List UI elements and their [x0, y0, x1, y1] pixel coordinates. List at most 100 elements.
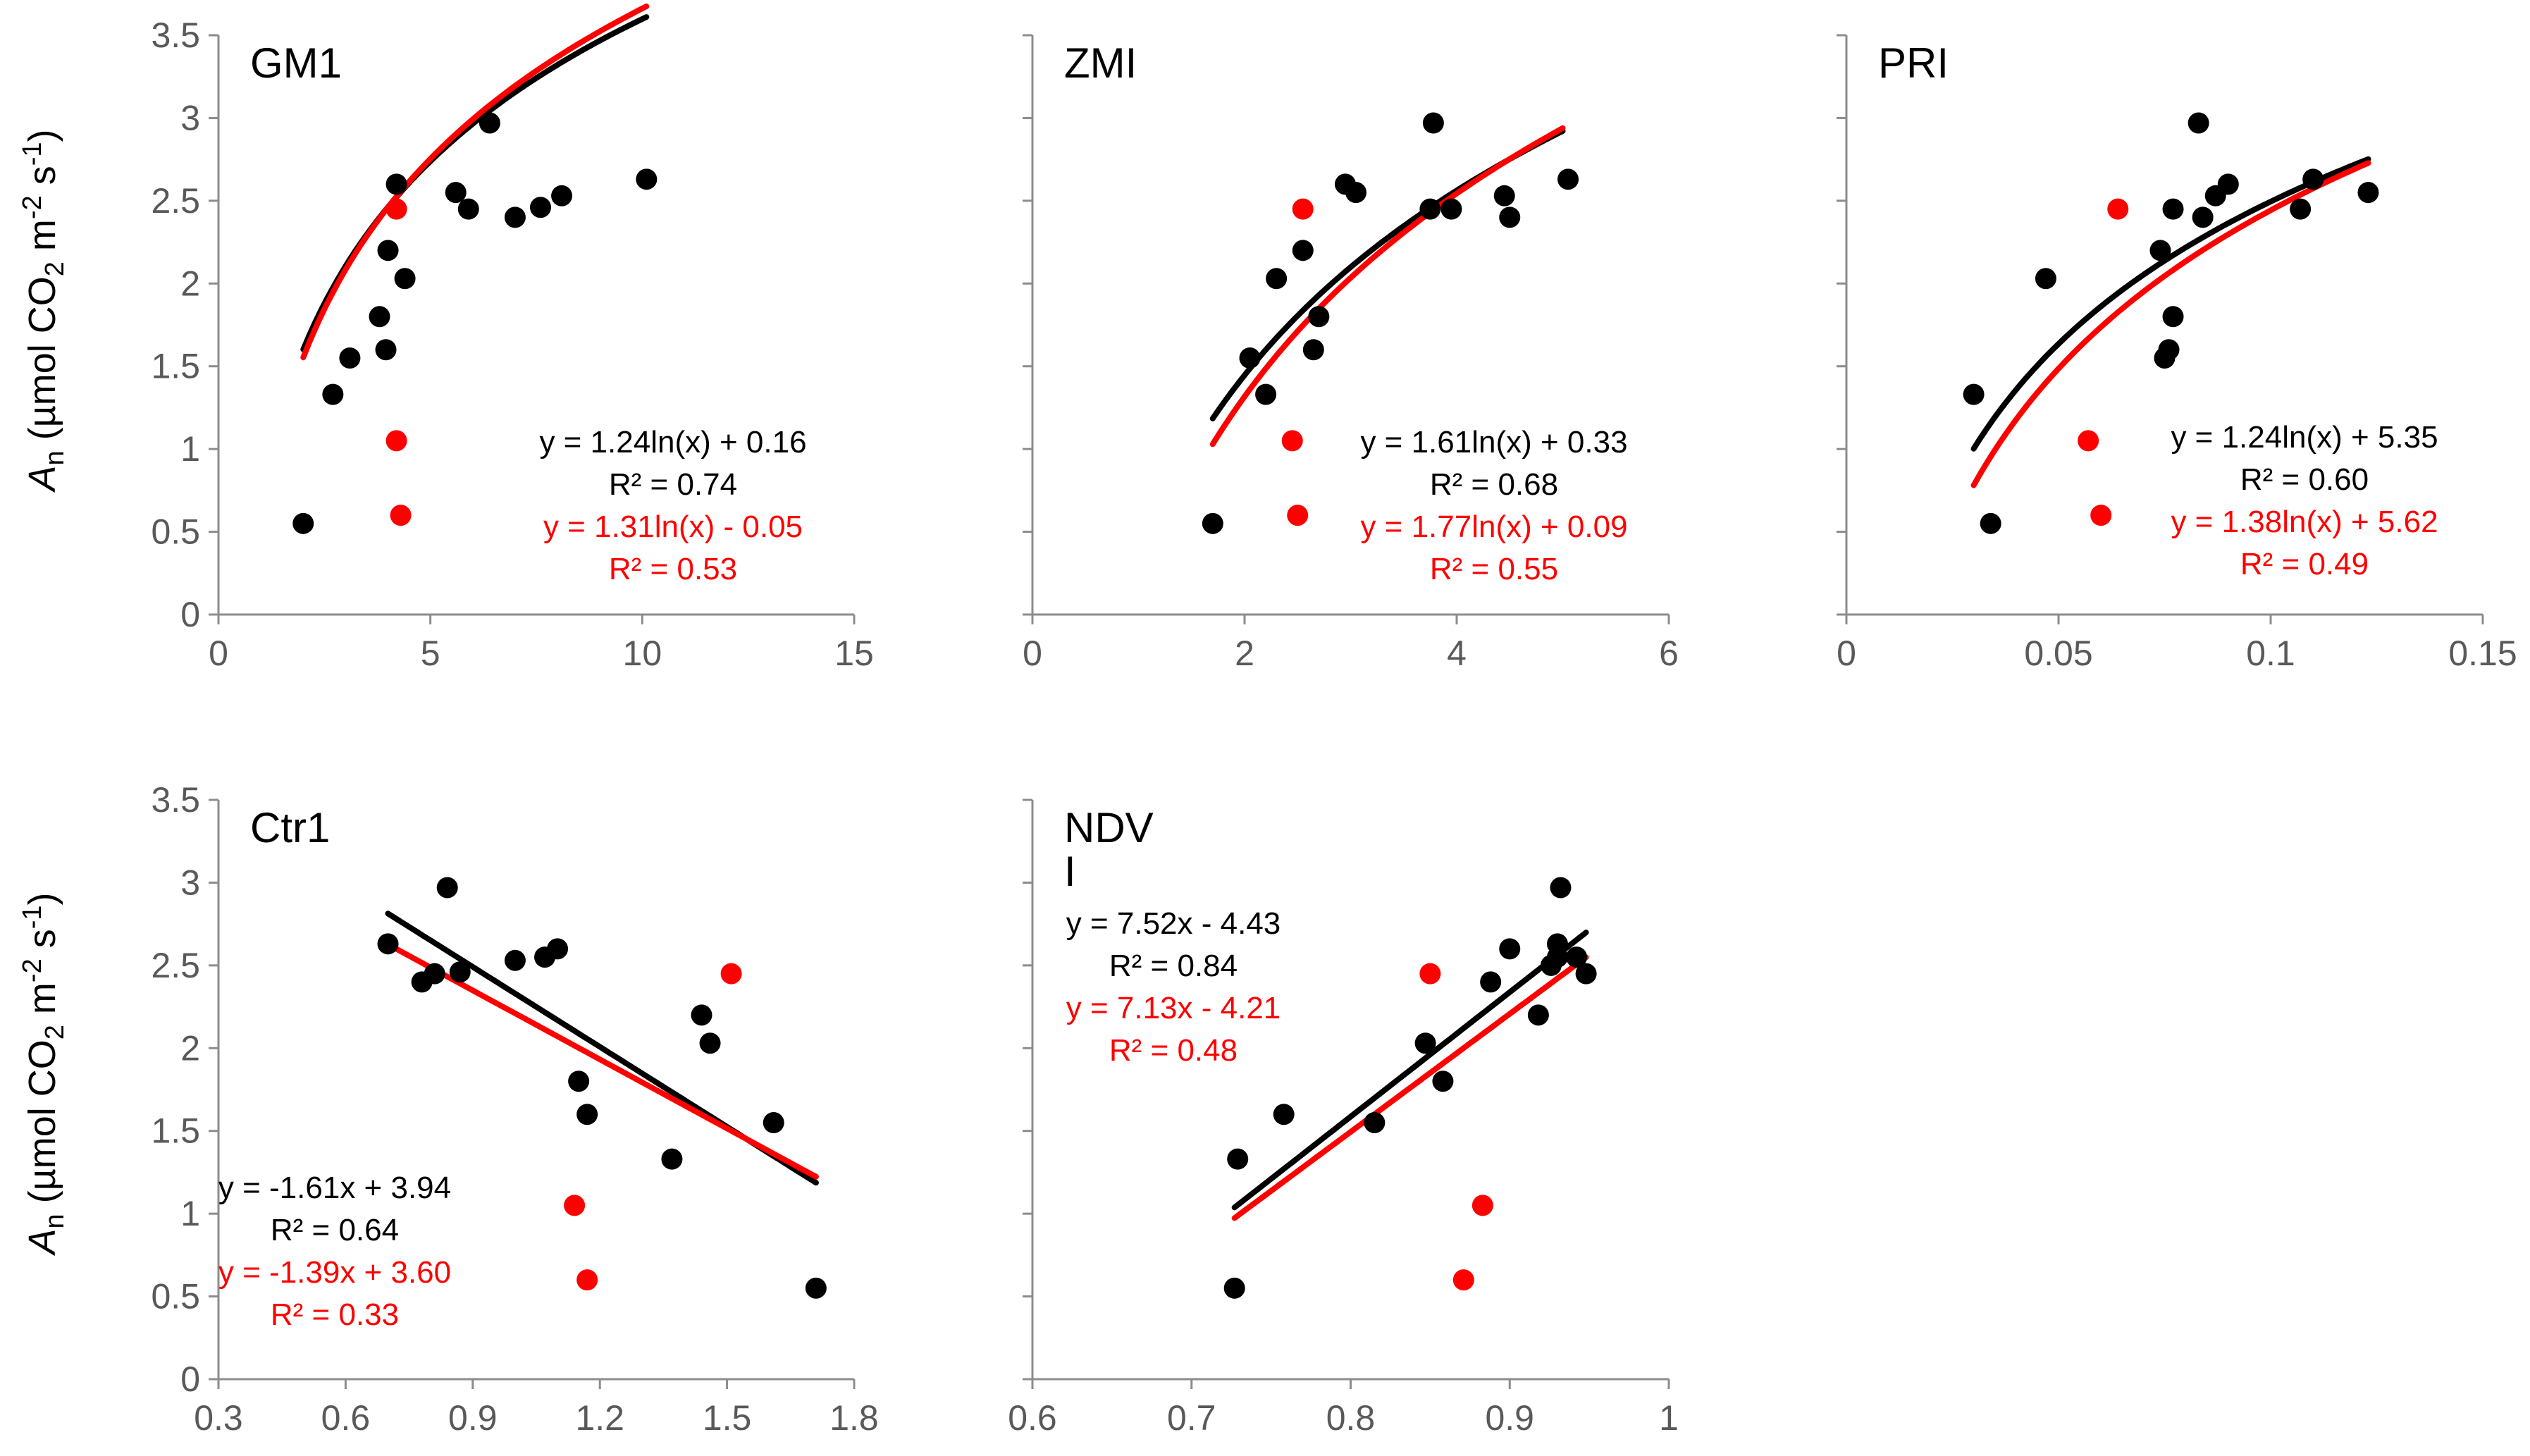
y-tick-label: 0.5 [151, 1277, 200, 1316]
chart-panel-zmi: 0 2 4 6 ZMI y = 1.61ln(x) + 0.33 R² = 0.68 y = … [1023, 34, 1679, 673]
data-point [1364, 1111, 1386, 1133]
fit-equation: y = 1.61ln(x) + 0.33 [1360, 425, 1627, 459]
data-point-red [2090, 505, 2112, 526]
fit-equation: y = 7.13x - 4.21 [1066, 991, 1281, 1025]
data-point-red [2107, 198, 2129, 220]
y-axis-title-sub: n [40, 450, 70, 465]
data-point [1499, 206, 1521, 228]
fit-equation: y = -1.39x + 3.60 [218, 1255, 451, 1290]
fit-r-squared: R² = 0.84 [1109, 949, 1238, 983]
y-tick-label: 2.5 [151, 181, 200, 221]
fit-equation: y = 7.52x - 4.43 [1066, 906, 1281, 941]
fit-equation: y = 1.77ln(x) + 0.09 [1360, 510, 1627, 544]
data-point [805, 1277, 827, 1299]
trendline-black [1209, 128, 1566, 421]
data-point [1980, 512, 2001, 534]
fit-r-squared: R² = 0.60 [2240, 462, 2369, 497]
data-point [1550, 877, 1572, 899]
data-point [394, 268, 416, 290]
data-point [2290, 198, 2312, 220]
data-point [1422, 112, 1444, 134]
x-tick-label: 0.6 [1008, 1398, 1057, 1438]
data-point [1527, 1004, 1549, 1026]
x-tick-label: 10 [623, 634, 662, 673]
data-point [2162, 306, 2184, 328]
trendline-red [1209, 125, 1566, 448]
data-point [375, 339, 397, 361]
data-point [377, 240, 399, 261]
data-point [2192, 206, 2214, 228]
y-axis-title-co2-sub: 2 [40, 261, 70, 276]
x-tick-label: 1.2 [575, 1398, 624, 1438]
x-tick-label: 4 [1447, 634, 1467, 673]
data-point-red [1292, 198, 1314, 220]
chart-panel-gm1: 0 0.5 1 1.5 2 2.5 3 3.5 0 5 10 15 GM1 y = 1.24ln(x) +… [151, 4, 874, 673]
y-axis-title-symbol: A [21, 465, 63, 493]
data-point-red [576, 1269, 598, 1291]
data-point [699, 1032, 721, 1054]
data-point [1432, 1071, 1454, 1092]
data-point [1345, 182, 1367, 204]
data-point-red [1471, 1195, 1493, 1216]
x-tick-label: 0.1 [2246, 634, 2295, 673]
trendline-red [1231, 954, 1589, 1221]
data-point-red [1281, 430, 1303, 452]
data-point [2162, 198, 2184, 220]
data-point [551, 185, 573, 206]
data-point [1480, 971, 1502, 993]
data-point [1223, 1277, 1245, 1299]
data-point-red [1419, 963, 1441, 985]
x-tick-label: 0.15 [2448, 634, 2517, 673]
y-tick-label: 1.5 [151, 1111, 200, 1151]
y-axis-title-unit-d: ) [21, 129, 63, 142]
data-point [369, 306, 390, 328]
y-axis-title-top: An (µmol CO2 m-2 s-1) [18, 129, 70, 493]
y-axis-title-s-sup: -1 [18, 142, 47, 166]
data-point [763, 1111, 784, 1133]
fit-r-squared: R² = 0.55 [1430, 552, 1558, 586]
data-point [504, 206, 526, 228]
y-tick-label: 2 [180, 264, 200, 303]
data-point [1566, 946, 1588, 968]
data-point [1557, 168, 1579, 190]
data-point [1575, 963, 1597, 985]
data-point-red [385, 198, 407, 220]
trendline-black [300, 14, 650, 352]
data-point [530, 197, 552, 218]
data-point [2302, 168, 2324, 190]
y-tick-label: 0 [180, 595, 200, 634]
y-axis-title-symbol: A [21, 1228, 63, 1256]
y-tick-label: 3 [180, 98, 200, 137]
x-tick-label: 0.7 [1167, 1398, 1216, 1438]
y-tick-label: 1 [180, 429, 200, 469]
data-point [2035, 268, 2056, 290]
y-axis-title-s-sup: -1 [18, 905, 47, 929]
panel-title: I [1064, 848, 1076, 895]
y-tick-label: 2.5 [151, 946, 200, 985]
data-point [1239, 347, 1261, 369]
x-tick-label: 1.5 [703, 1398, 752, 1438]
data-point-red [1287, 505, 1309, 526]
fit-r-squared: R² = 0.64 [271, 1213, 399, 1247]
data-point [504, 949, 526, 971]
data-point [1292, 240, 1314, 261]
trendline-red [300, 4, 650, 361]
data-point [576, 1104, 598, 1125]
data-point [1227, 1148, 1249, 1170]
x-tick-label: 0.05 [2024, 634, 2092, 673]
fit-r-squared: R² = 0.48 [1109, 1033, 1238, 1068]
y-tick-label: 3 [180, 863, 200, 902]
data-point [385, 173, 407, 195]
y-axis-title-unit-c: s [21, 929, 63, 958]
panel-title: ZMI [1064, 39, 1137, 87]
x-tick-label: 1.8 [829, 1398, 879, 1438]
y-axis-title-unit-b: m [21, 219, 63, 261]
data-point [1202, 512, 1223, 534]
fit-equation: y = 1.24ln(x) + 5.35 [2171, 420, 2438, 455]
data-point [2357, 182, 2379, 204]
x-tick-label: 0 [209, 634, 228, 673]
y-axis-title-bottom: An (µmol CO2 m-2 s-1) [18, 892, 70, 1256]
data-point [1440, 198, 1462, 220]
y-tick-label: 1.5 [151, 347, 200, 386]
